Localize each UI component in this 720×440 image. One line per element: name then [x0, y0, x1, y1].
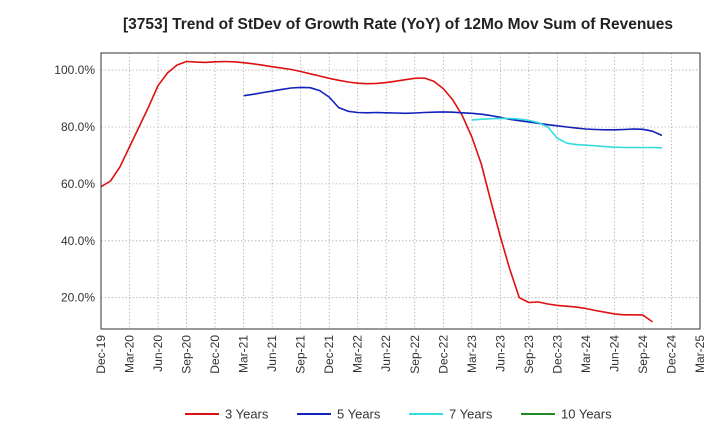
axes	[100, 52, 701, 330]
x-tick-label: Jun-23	[493, 335, 507, 372]
series-line-5-years	[243, 86, 663, 137]
series-lines	[100, 60, 663, 323]
plot-area	[101, 53, 700, 329]
y-tick-label: 40.0%	[61, 234, 95, 248]
x-tick-label: Dec-19	[94, 335, 108, 374]
legend: 3 Years 5 Years 7 Years 10 Years	[185, 407, 612, 422]
x-tick-label: Mar-25	[693, 335, 707, 373]
x-tick-label: Mar-20	[123, 335, 137, 373]
x-tick-label: Mar-21	[237, 335, 251, 373]
y-tick-label: 60.0%	[61, 177, 95, 191]
legend-label: 10 Years	[561, 407, 612, 422]
x-tick-label: Sep-22	[408, 335, 422, 374]
x-tick-label: Jun-24	[607, 335, 621, 372]
legend-label: 7 Years	[449, 407, 493, 422]
x-tick-label: Sep-24	[636, 335, 650, 374]
x-tick-label: Dec-21	[322, 335, 336, 374]
y-tick-label: 100.0%	[54, 63, 95, 77]
x-tick-label: Jun-22	[379, 335, 393, 372]
plot-border	[100, 52, 701, 330]
plot-background	[101, 53, 700, 329]
grid	[100, 53, 701, 329]
series-line-3-years	[100, 60, 653, 323]
x-tick-label: Mar-24	[579, 335, 593, 373]
series-line-7-years	[471, 117, 663, 149]
legend-label: 3 Years	[225, 407, 269, 422]
x-tick-label: Dec-20	[208, 335, 222, 374]
x-tick-label: Mar-22	[351, 335, 365, 373]
x-tick-label: Jun-20	[151, 335, 165, 372]
y-axis-labels: 20.0% 40.0% 60.0% 80.0% 100.0%	[54, 63, 95, 305]
legend-label: 5 Years	[337, 407, 381, 422]
x-axis-labels: Dec-19 Mar-20 Jun-20 Sep-20 Dec-20 Mar-21 Jun-…	[94, 335, 707, 374]
x-tick-label: Dec-24	[664, 335, 678, 374]
y-tick-label: 20.0%	[61, 291, 95, 305]
x-tick-label: Mar-23	[465, 335, 479, 373]
chart-title: [3753] Trend of StDev of Growth Rate (Yo…	[123, 16, 673, 33]
x-tick-label: Dec-23	[550, 335, 564, 374]
x-tick-label: Sep-20	[180, 335, 194, 374]
x-tick-label: Sep-23	[522, 335, 536, 374]
y-tick-label: 80.0%	[61, 120, 95, 134]
x-tick-label: Jun-21	[265, 335, 279, 372]
x-tick-label: Sep-21	[294, 335, 308, 374]
x-tick-label: Dec-22	[436, 335, 450, 374]
